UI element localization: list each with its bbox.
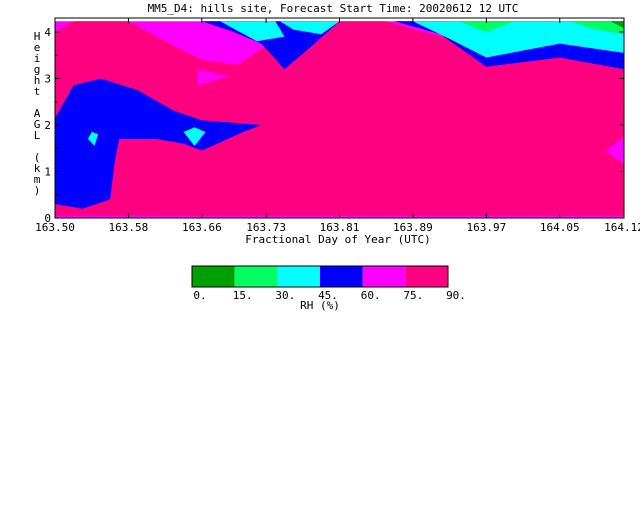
y-axis-label-char: G xyxy=(34,118,41,131)
y-axis-label-char: A xyxy=(34,107,41,120)
colorbar-tick-label: 45. xyxy=(318,289,338,302)
x-tick-label: 163.81 xyxy=(320,221,360,234)
y-axis: 0 1 2 3 4 xyxy=(44,26,624,225)
contour-region-30-45 xyxy=(183,127,206,146)
y-tick-label: 4 xyxy=(44,26,51,39)
contour-region-30-45 xyxy=(279,21,340,35)
colorbar-tick-label: 90. xyxy=(446,289,466,302)
y-axis-label-char: t xyxy=(34,85,41,98)
colorbar-bin xyxy=(192,266,235,287)
colorbar-tick-label: 75. xyxy=(403,289,423,302)
y-axis-label-char: ) xyxy=(34,184,41,197)
x-axis: 163.50 163.58 163.66 163.73 163.81 163.89 163.… xyxy=(35,18,640,234)
colorbar-bin xyxy=(234,266,278,287)
contour-region-0-15 xyxy=(610,21,624,29)
contour-region-30-45 xyxy=(412,21,624,58)
contour-region-15-30 xyxy=(458,21,514,32)
y-tick-label: 0 xyxy=(44,212,51,225)
colorbar-tick-label: 0. xyxy=(193,289,206,302)
x-tick-label: 163.73 xyxy=(246,221,286,234)
contour-region-30-45 xyxy=(88,132,99,146)
x-tick-label: 164.12 xyxy=(604,221,640,234)
x-tick-label: 163.89 xyxy=(393,221,433,234)
y-axis-label-char: L xyxy=(34,129,41,142)
x-tick-label: 164.05 xyxy=(540,221,580,234)
y-axis-label-char: H xyxy=(34,30,41,43)
y-tick-label: 3 xyxy=(44,72,51,85)
contour-region-60-75 xyxy=(605,136,624,165)
y-axis-label-char: h xyxy=(34,74,41,87)
y-axis-label-char: m xyxy=(34,173,41,186)
y-axis-label-char: i xyxy=(34,52,41,65)
x-tick-label: 163.66 xyxy=(182,221,222,234)
colorbar-tick-label: 30. xyxy=(275,289,295,302)
contour-region-30-45 xyxy=(220,21,285,42)
y-tick-label: 1 xyxy=(44,165,51,178)
y-axis-label-char: e xyxy=(34,41,41,54)
contour-region-45-60 xyxy=(55,78,262,209)
contour-region-75-90 xyxy=(55,21,624,216)
x-tick-label: 163.50 xyxy=(35,221,75,234)
y-axis-label-char: ( xyxy=(34,151,41,164)
colorbar-tick-label: 15. xyxy=(233,289,253,302)
contour-region-45-60 xyxy=(128,21,340,70)
colorbar-frame xyxy=(191,265,449,288)
y-tick-label: 2 xyxy=(44,119,51,132)
colorbar-bin xyxy=(405,266,448,287)
colorbar-bin xyxy=(320,266,363,287)
colorbar-bin xyxy=(277,266,320,287)
chart-title: MM5_D4: hills site, Forecast Start Time:… xyxy=(148,2,519,15)
x-axis-label: Fractional Day of Year (UTC) xyxy=(245,233,430,246)
y-axis-label-char: k xyxy=(34,162,41,175)
contour-region-15-30 xyxy=(568,21,624,35)
colorbar-tick-label: 60. xyxy=(361,289,381,302)
contour-regions xyxy=(55,21,624,218)
contour-region-60-75 xyxy=(197,69,230,86)
colorbar-label: RH (%) xyxy=(300,299,340,312)
colorbar: 0. 15. 30. 45. 60. 75. 90. xyxy=(191,265,466,302)
y-axis-label-char: g xyxy=(34,63,41,76)
colorbar-bin xyxy=(362,266,406,287)
x-tick-label: 163.97 xyxy=(466,221,506,234)
x-tick-label: 163.58 xyxy=(109,221,149,234)
